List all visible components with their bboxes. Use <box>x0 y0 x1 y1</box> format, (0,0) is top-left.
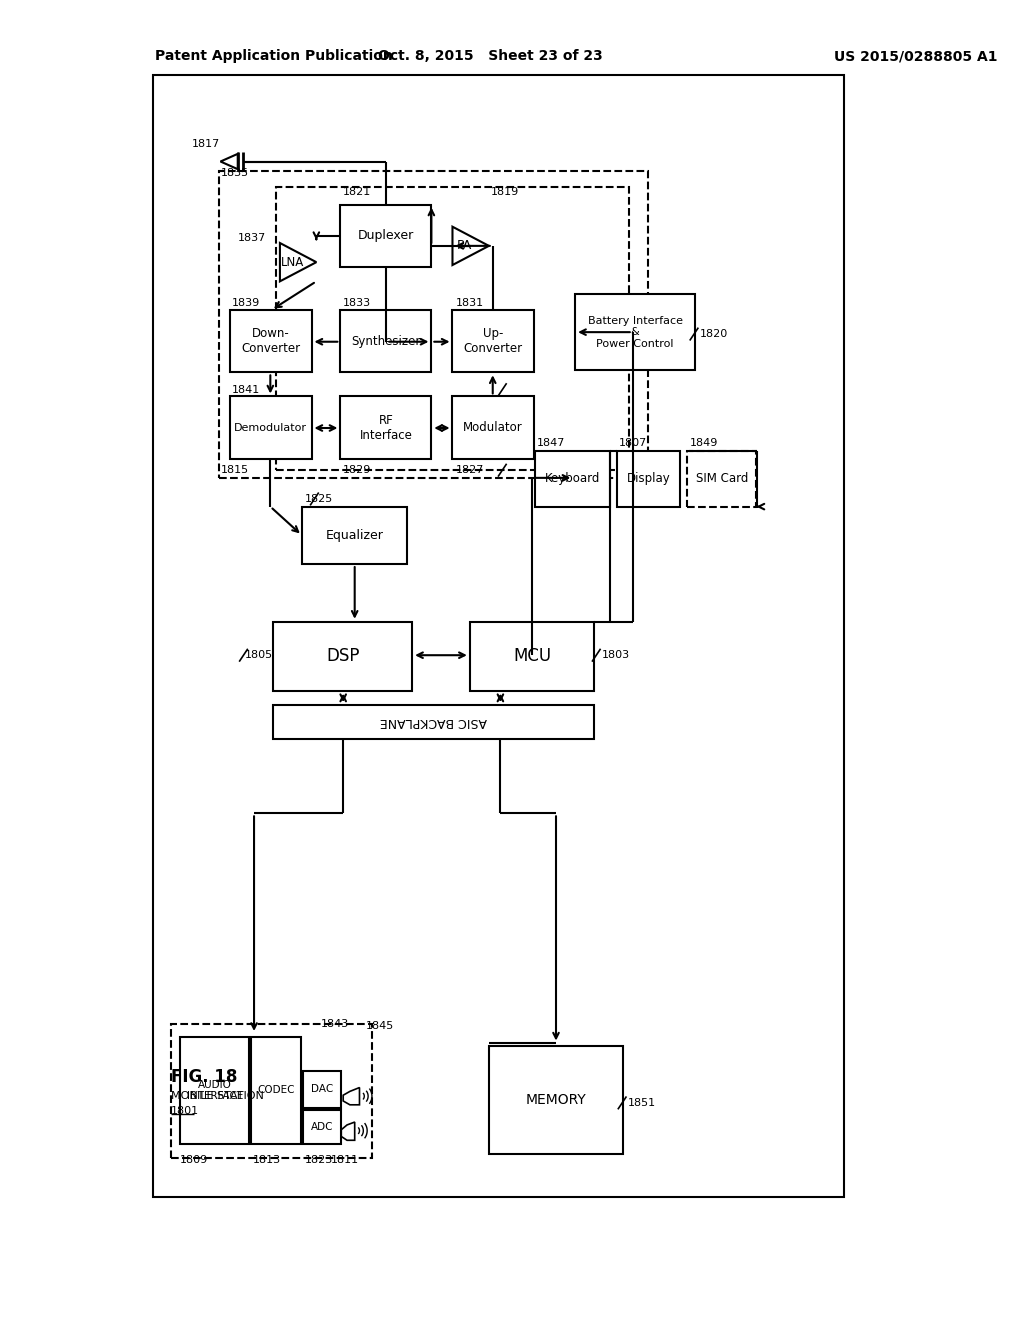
Text: PA: PA <box>457 239 472 252</box>
Text: 1835: 1835 <box>220 168 249 178</box>
Bar <box>340 310 431 372</box>
Bar <box>303 1072 341 1107</box>
Bar <box>303 1110 341 1144</box>
Text: CODEC: CODEC <box>257 1085 295 1096</box>
Bar <box>276 187 629 470</box>
Text: 1847: 1847 <box>537 438 565 449</box>
Bar <box>273 622 413 690</box>
Bar <box>340 396 431 458</box>
Bar <box>575 294 695 371</box>
Text: DSP: DSP <box>326 647 359 665</box>
Text: SIM Card: SIM Card <box>695 473 749 486</box>
Bar <box>230 396 311 458</box>
Text: Demodulator: Demodulator <box>234 422 307 433</box>
Text: 1815: 1815 <box>220 465 249 475</box>
Bar <box>273 705 594 739</box>
Text: 1833: 1833 <box>343 298 372 309</box>
Text: Display: Display <box>627 473 671 486</box>
Text: MCU: MCU <box>513 647 551 665</box>
Text: FIG. 18: FIG. 18 <box>171 1068 237 1086</box>
Text: 1831: 1831 <box>456 298 483 309</box>
Bar <box>535 451 609 507</box>
Text: 1845: 1845 <box>367 1022 394 1031</box>
Text: 1821: 1821 <box>343 187 372 197</box>
Bar <box>340 205 431 267</box>
Text: Keyboard: Keyboard <box>545 473 600 486</box>
Text: LNA: LNA <box>281 256 304 269</box>
Text: 1849: 1849 <box>690 438 719 449</box>
Text: 1843: 1843 <box>322 1019 349 1030</box>
Text: ADC: ADC <box>311 1122 334 1131</box>
Text: 1839: 1839 <box>232 298 260 309</box>
Text: 1819: 1819 <box>490 187 519 197</box>
Text: DAC: DAC <box>311 1085 333 1094</box>
Text: 1809: 1809 <box>180 1155 209 1166</box>
Text: MEMORY: MEMORY <box>525 1093 587 1107</box>
Text: Equalizer: Equalizer <box>326 529 384 543</box>
Bar <box>302 507 408 564</box>
Text: 1805: 1805 <box>245 651 272 660</box>
Text: Modulator: Modulator <box>463 421 523 434</box>
Text: Synthesizer: Synthesizer <box>351 335 421 347</box>
Text: Battery Interface
&
Power Control: Battery Interface & Power Control <box>588 315 683 348</box>
Bar <box>687 451 757 507</box>
Bar <box>180 1036 249 1144</box>
Bar <box>453 396 534 458</box>
Text: 1817: 1817 <box>191 139 220 149</box>
Text: Up-
Converter: Up- Converter <box>464 327 523 355</box>
Text: 1851: 1851 <box>628 1098 656 1107</box>
Bar <box>154 75 844 1197</box>
Text: MOBILE STATION: MOBILE STATION <box>171 1092 263 1101</box>
Bar <box>488 1047 624 1154</box>
Text: 1820: 1820 <box>699 329 728 339</box>
Text: 1841: 1841 <box>232 384 260 395</box>
Text: Patent Application Publication: Patent Application Publication <box>156 49 393 63</box>
Bar <box>218 172 648 478</box>
Bar <box>617 451 680 507</box>
Text: Duplexer: Duplexer <box>357 230 414 243</box>
Bar <box>171 1024 372 1159</box>
Text: 1837: 1837 <box>238 234 266 243</box>
Text: 1801: 1801 <box>171 1106 199 1115</box>
Bar <box>251 1036 301 1144</box>
Text: 1807: 1807 <box>620 438 647 449</box>
Text: Oct. 8, 2015   Sheet 23 of 23: Oct. 8, 2015 Sheet 23 of 23 <box>379 49 603 63</box>
Bar <box>453 310 534 372</box>
Text: 1829: 1829 <box>343 465 372 475</box>
Bar <box>230 310 311 372</box>
Text: 1811: 1811 <box>331 1155 358 1166</box>
Text: 1823: 1823 <box>305 1155 333 1166</box>
Text: AUDIO
INTERFACE: AUDIO INTERFACE <box>186 1080 243 1101</box>
Text: Down-
Converter: Down- Converter <box>242 327 300 355</box>
Text: ASIC BACKPLANE: ASIC BACKPLANE <box>380 715 487 729</box>
Text: 1813: 1813 <box>253 1155 282 1166</box>
Text: 1827: 1827 <box>456 465 483 475</box>
Bar <box>470 622 594 690</box>
Text: RF
Interface: RF Interface <box>359 413 413 441</box>
Text: 1825: 1825 <box>305 494 333 504</box>
Text: 1803: 1803 <box>602 651 630 660</box>
Text: US 2015/0288805 A1: US 2015/0288805 A1 <box>834 49 997 63</box>
